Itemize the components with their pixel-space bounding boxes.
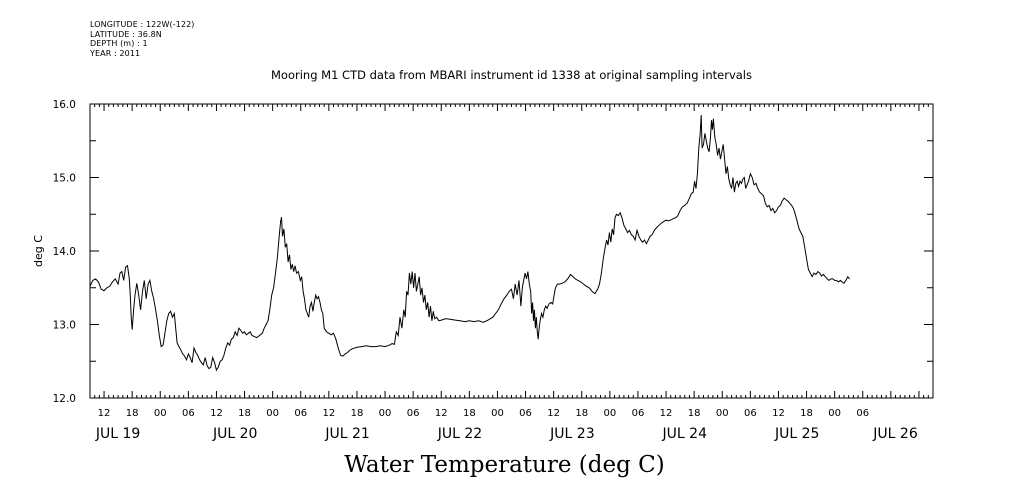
x-hour-label: 06 (294, 408, 307, 419)
chart-title: Mooring M1 CTD data from MBARI instrumen… (271, 68, 752, 82)
year-text: YEAR : 2011 (90, 48, 141, 58)
x-hour-label: 06 (856, 408, 869, 419)
x-hour-label: 18 (238, 408, 251, 419)
x-hour-label: 18 (575, 408, 588, 419)
x-hour-label: 12 (660, 408, 673, 419)
x-hour-label: 12 (98, 408, 111, 419)
x-axis-title: Water Temperature (deg C) (344, 452, 665, 478)
x-hour-label: 06 (407, 408, 420, 419)
x-day-label: JUL 25 (774, 426, 819, 442)
x-hour-label: 06 (182, 408, 195, 419)
x-hour-label: 00 (603, 408, 616, 419)
x-hour-label: 12 (322, 408, 335, 419)
x-hour-label: 06 (519, 408, 532, 419)
x-hour-label: 06 (744, 408, 757, 419)
x-day-label: JUL 24 (662, 426, 708, 442)
y-tick-label: 15.0 (53, 173, 76, 185)
x-day-label: JUL 20 (212, 426, 257, 442)
x-hour-label: 18 (463, 408, 476, 419)
x-hour-label: 00 (379, 408, 392, 419)
x-hour-label: 12 (547, 408, 560, 419)
x-hour-label: 12 (435, 408, 448, 419)
x-hour-label: 12 (772, 408, 785, 419)
y-tick-label: 16.0 (53, 99, 76, 111)
x-hour-label: 00 (154, 408, 167, 419)
latitude-text: LATITUDE : 36.8N (90, 29, 162, 39)
x-hour-label: 18 (126, 408, 139, 419)
axis-ticks (89, 103, 934, 399)
metadata-block: LONGITUDE : 122W(-122) LATITUDE : 36.8N … (90, 20, 195, 58)
plot-frame (89, 103, 934, 399)
water-temperature-line (89, 114, 850, 372)
x-hour-label: 18 (351, 408, 364, 419)
y-tick-label: 14.0 (53, 246, 76, 258)
x-day-label: JUL 26 (872, 426, 918, 442)
longitude-text: LONGITUDE : 122W(-122) (90, 20, 195, 29)
y-axis-title: deg C (32, 235, 45, 267)
x-day-label: JUL 23 (549, 426, 594, 442)
x-hour-label: 18 (800, 408, 813, 419)
x-day-label: JUL 19 (95, 426, 140, 442)
x-hour-label: 00 (491, 408, 504, 419)
y-tick-label: 13.0 (53, 320, 76, 332)
depth-text: DEPTH (m) : 1 (90, 39, 148, 48)
axis-labels: 12.0 13.0 14.0 15.0 16.0 12 18 00 06 12 18 00 06 12 18… (53, 99, 918, 442)
x-hour-label: 12 (210, 408, 223, 419)
y-tick-label: 12.0 (53, 393, 76, 405)
x-day-label: JUL 21 (324, 426, 369, 442)
x-hour-label: 06 (632, 408, 645, 419)
x-hour-label: 00 (716, 408, 729, 419)
x-hour-label: 00 (266, 408, 279, 419)
x-hour-label: 00 (828, 408, 841, 419)
x-day-label: JUL 22 (437, 426, 482, 442)
x-hour-label: 18 (688, 408, 701, 419)
